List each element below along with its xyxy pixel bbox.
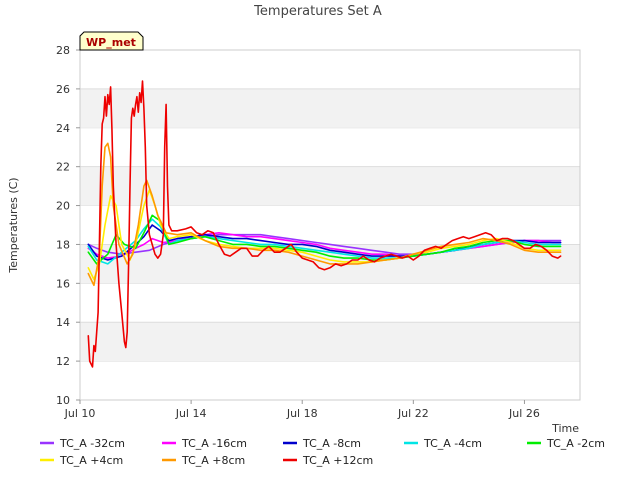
- series-group: [87, 80, 562, 368]
- y-tick-label: 16: [56, 277, 70, 290]
- wp-met-annotation: WP_met: [79, 31, 144, 51]
- x-axis-title: Time: [551, 422, 579, 435]
- grid-band: [80, 88, 580, 128]
- grid-band: [80, 166, 580, 206]
- y-tick-label: 10: [56, 394, 70, 407]
- y-tick-label: 14: [56, 316, 70, 329]
- legend-label: TC_A -16cm: [181, 437, 247, 450]
- legend-label: TC_A +8cm: [181, 454, 245, 467]
- y-tick-label: 24: [56, 122, 70, 135]
- series-line-tc-a-8cm: [87, 142, 562, 287]
- legend: TC_A -32cm TC_A -16cm TC_A -8cm TC_A -4cm TC…: [40, 437, 605, 467]
- annotation-box: [79, 31, 144, 51]
- legend-label: TC_A +12cm: [302, 454, 373, 467]
- series-line-tc-a-12cm: [87, 80, 562, 368]
- x-axis: Jul 10 Jul 14 Jul 18 Jul 22 Jul 26: [64, 400, 540, 420]
- y-tick-label: 28: [56, 44, 70, 57]
- plot-frame: [79, 49, 581, 401]
- x-tick-label: Jul 26: [508, 407, 540, 420]
- y-axis: 10 12 14 16 18 20 22 24 26 28: [56, 44, 80, 407]
- legend-label: TC_A -2cm: [546, 437, 605, 450]
- series-line-tc-a-2cm: [87, 214, 562, 265]
- series-line-tc-a-4cm: [87, 218, 562, 265]
- y-axis-title: Temperatures (C): [7, 177, 20, 273]
- annotation-label: WP_met: [86, 36, 136, 49]
- legend-label: TC_A +4cm: [59, 454, 123, 467]
- y-tick-label: 26: [56, 83, 70, 96]
- chart-title: Temperatures Set A: [253, 4, 382, 19]
- legend-label: TC_A -4cm: [423, 437, 482, 450]
- legend-label: TC_A -8cm: [302, 437, 361, 450]
- x-tick-label: Jul 10: [64, 407, 96, 420]
- y-tick-label: 12: [56, 355, 70, 368]
- legend-label: TC_A -32cm: [59, 437, 125, 450]
- series-line-tc-a-16cm: [87, 232, 562, 259]
- grid-band: [80, 322, 580, 362]
- grid-bands: [80, 49, 580, 362]
- y-tick-label: 18: [56, 238, 70, 251]
- x-tick-label: Jul 22: [397, 407, 429, 420]
- y-tick-label: 22: [56, 161, 70, 174]
- x-tick-label: Jul 14: [175, 407, 207, 420]
- y-tick-label: 20: [56, 200, 70, 213]
- x-tick-label: Jul 18: [286, 407, 318, 420]
